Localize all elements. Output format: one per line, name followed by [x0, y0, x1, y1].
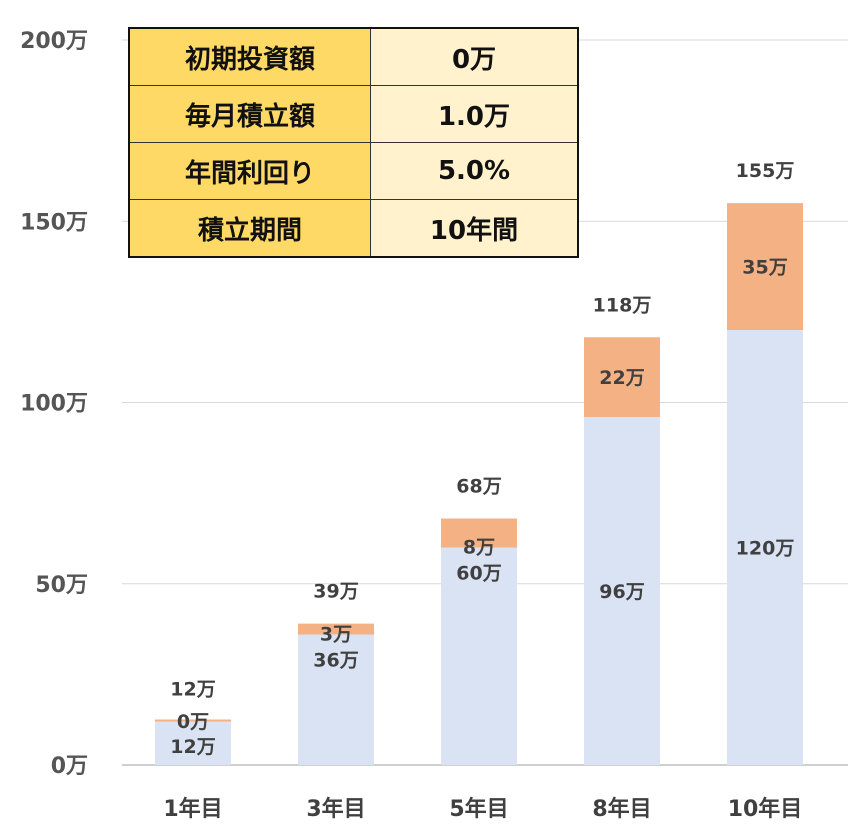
- x-tick-label: 10年目: [728, 796, 803, 822]
- bar-principal: [155, 721, 231, 765]
- data-label-total: 68万: [456, 476, 501, 498]
- data-label-gain: 0万: [177, 711, 209, 733]
- data-label-total: 12万: [170, 679, 215, 701]
- bar-principal: [727, 330, 803, 765]
- info-row-monthly: 毎月積立額 1.0万: [128, 85, 579, 143]
- x-tick-label: 1年目: [163, 796, 222, 822]
- data-label-total: 118万: [593, 294, 652, 316]
- data-label-gain: 3万: [320, 624, 352, 646]
- data-label-principal: 96万: [599, 581, 644, 603]
- y-axis: 0万 50万 100万 150万 200万: [20, 29, 88, 779]
- x-tick-label: 5年目: [449, 796, 508, 822]
- data-label-principal: 60万: [456, 563, 501, 585]
- info-label-initial: 初期投資額: [128, 27, 371, 86]
- data-label-gain: 8万: [463, 537, 495, 559]
- y-tick-label: 200万: [20, 29, 88, 54]
- data-label-gain: 22万: [599, 367, 644, 389]
- info-label-period: 積立期間: [128, 199, 371, 258]
- data-label-gain: 35万: [742, 257, 787, 279]
- investment-info-table: 初期投資額 0万 毎月積立額 1.0万 年間利回り 5.0% 積立期間 10年間: [128, 27, 579, 258]
- bar-principal: [441, 547, 517, 765]
- info-row-yield: 年間利回り 5.0%: [128, 142, 579, 200]
- y-tick-label: 150万: [20, 210, 88, 235]
- x-tick-label: 3年目: [306, 796, 365, 822]
- info-label-yield: 年間利回り: [128, 142, 371, 200]
- data-label-total: 155万: [736, 160, 795, 182]
- info-value-monthly: 1.0万: [370, 85, 579, 143]
- bar-principal: [584, 417, 660, 765]
- bar-gain: [298, 623, 374, 635]
- bar-principal: [298, 634, 374, 765]
- x-axis: 1年目 3年目 5年目 8年目 10年目: [163, 796, 802, 822]
- data-label-principal: 120万: [736, 538, 795, 560]
- x-tick-label: 8年目: [592, 796, 651, 822]
- info-row-period: 積立期間 10年間: [128, 199, 579, 258]
- y-tick-label: 50万: [35, 573, 88, 598]
- data-label-principal: 12万: [170, 736, 215, 758]
- bar-gain: [441, 518, 517, 548]
- info-value-period: 10年間: [370, 199, 579, 258]
- info-row-initial: 初期投資額 0万: [128, 27, 579, 86]
- bar-gain: [155, 719, 231, 722]
- bar-gain: [584, 337, 660, 417]
- bar-gain: [727, 203, 803, 330]
- bars: 12万 0万 12万 36万 3万 39万 60万 8万 68万 96万 22万 118万 120万 35…: [155, 160, 803, 765]
- data-label-total: 39万: [313, 581, 358, 603]
- info-value-initial: 0万: [370, 27, 579, 86]
- data-label-principal: 36万: [313, 650, 358, 672]
- info-value-yield: 5.0%: [370, 142, 579, 200]
- info-label-monthly: 毎月積立額: [128, 85, 371, 143]
- y-tick-label: 100万: [20, 392, 88, 417]
- y-tick-label: 0万: [51, 754, 88, 779]
